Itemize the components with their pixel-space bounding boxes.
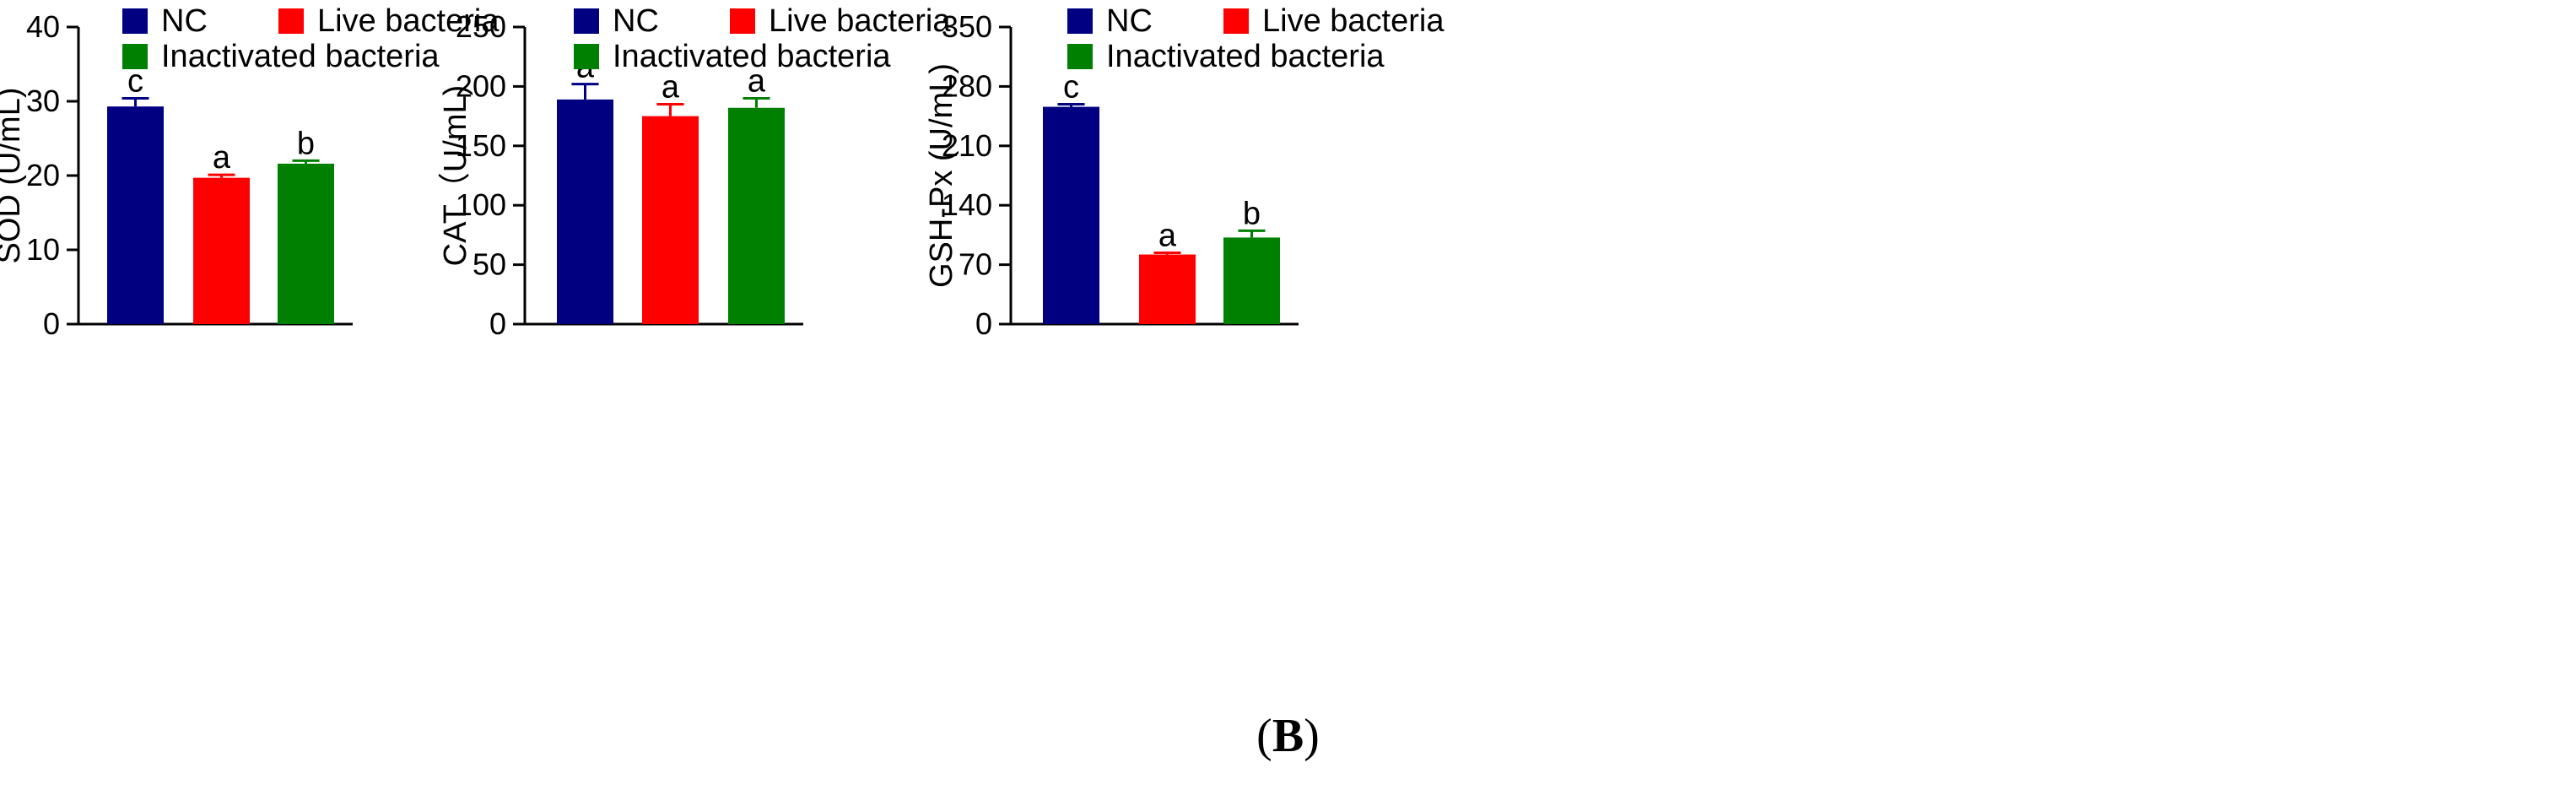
legend-swatch (574, 44, 599, 69)
y-tick-label: 150 (456, 128, 506, 163)
legend-label: Live bacteria (769, 3, 951, 39)
panel-label-close: ) (1304, 710, 1320, 762)
y-tick-label: 20 (26, 158, 60, 192)
y-tick-label: 210 (942, 128, 992, 163)
significance-letter: a (662, 70, 680, 106)
legend-swatch (1067, 44, 1093, 69)
significance-letter: b (1243, 196, 1261, 231)
legend-label: Inactivated bacteria (613, 39, 891, 74)
legend-label: Live bacteria (317, 3, 500, 39)
panel-label-letter: B (1272, 710, 1304, 762)
legend-label: NC (1106, 3, 1153, 39)
bar (107, 106, 164, 324)
y-tick-label: 280 (942, 68, 992, 103)
y-axis-label: SOD (U/mL) (0, 88, 27, 264)
y-tick-label: 140 (942, 187, 992, 222)
legend-label: Inactivated bacteria (161, 39, 440, 74)
significance-letter: c (127, 63, 143, 99)
y-tick-label: 10 (26, 232, 60, 267)
significance-letter: b (297, 126, 315, 161)
bar (193, 177, 250, 324)
legend-swatch (574, 8, 599, 34)
legend-swatch (122, 8, 148, 34)
bar (278, 163, 334, 324)
legend-swatch (730, 8, 755, 34)
legend-swatch (278, 8, 304, 34)
y-tick-label: 250 (456, 9, 506, 44)
y-tick-label: 40 (26, 9, 60, 44)
legend-swatch (122, 44, 148, 69)
bar (1139, 254, 1196, 324)
bar (1043, 106, 1099, 324)
y-tick-label: 70 (959, 247, 992, 282)
y-tick-label: 200 (456, 68, 506, 103)
chart-panel-3: 0 70 140 210 280 350 GSH-Px (U/mL) c a b NC Live ba… (924, 3, 1445, 341)
y-axis-label: GSH-Px (U/mL) (924, 63, 959, 288)
panel-label: (B) (0, 709, 2576, 763)
y-tick-label: 0 (43, 306, 60, 341)
significance-letter: a (213, 140, 231, 176)
y-tick-label: 0 (975, 306, 992, 341)
bar (557, 99, 613, 324)
legend-swatch (1067, 8, 1093, 34)
significance-letter: c (1063, 70, 1079, 106)
significance-letter: a (748, 63, 766, 99)
y-tick-label: 350 (942, 9, 992, 44)
bar (1223, 237, 1280, 324)
legend-label: NC (161, 3, 208, 39)
bar (728, 107, 785, 324)
y-tick-label: 0 (489, 306, 506, 341)
bar (642, 116, 699, 324)
y-tick-label: 100 (456, 187, 506, 222)
panel-label-open: ( (1256, 710, 1272, 762)
legend-label: NC (613, 3, 659, 39)
legend-label: Live bacteria (1262, 3, 1445, 39)
y-tick-label: 50 (473, 247, 506, 282)
y-axis-label: CAT（U/mL) (438, 85, 473, 267)
chart-panel-1: 0 10 20 30 40 SOD (U/mL) c a b NC Live bacteriaIna… (0, 3, 500, 341)
legend-swatch (1223, 8, 1249, 34)
legend-label: Inactivated bacteria (1106, 39, 1385, 74)
y-tick-label: 30 (26, 84, 60, 118)
significance-letter: a (1158, 219, 1177, 254)
